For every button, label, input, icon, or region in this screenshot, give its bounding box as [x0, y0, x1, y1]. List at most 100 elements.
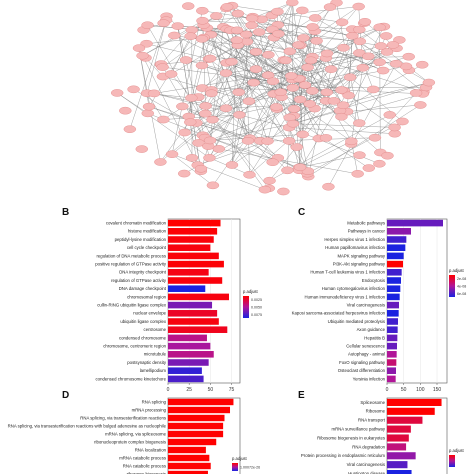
network-edge [314, 53, 328, 109]
network-edge [293, 123, 395, 128]
network-node [195, 61, 209, 70]
network-edge [142, 55, 198, 166]
network-edge [255, 68, 306, 86]
network-node [136, 51, 149, 60]
bar [168, 367, 202, 374]
bar [387, 375, 396, 383]
bar [387, 326, 398, 333]
network-node [203, 54, 217, 63]
network-node [286, 119, 300, 128]
legend-label: 1.00072e-26 [240, 466, 260, 470]
network-node [402, 52, 415, 61]
network-node [356, 63, 369, 72]
network-node [178, 169, 191, 178]
network-node [243, 170, 256, 179]
network-node [281, 166, 294, 175]
network-node [261, 137, 274, 145]
network-node [353, 151, 366, 159]
network-edge [281, 97, 300, 168]
category-label: DNA damage checkpoint [119, 286, 167, 291]
network-node [337, 43, 350, 52]
network-node [252, 28, 266, 36]
network-node [353, 119, 366, 127]
network-edge [252, 16, 353, 37]
network-nodes [110, 0, 436, 196]
category-label: postsynaptic density [127, 360, 167, 365]
network-edge [368, 26, 385, 57]
network-node [258, 185, 272, 194]
network-node [301, 63, 314, 72]
network-edge [146, 20, 167, 94]
network-node [386, 41, 400, 49]
category-label: mRNA surveillance pathway [332, 427, 386, 432]
network-edge [184, 79, 293, 133]
bar [168, 446, 206, 454]
network-edge [171, 73, 206, 114]
network-edge [298, 78, 342, 91]
network-edge [308, 69, 332, 177]
network-edge [129, 20, 167, 130]
category-label: regulation of GTPase activity [111, 278, 167, 283]
network-node [324, 65, 338, 73]
network-node [368, 133, 382, 142]
category-label: regulation of DNA metabolic process [96, 253, 166, 258]
network-edge [292, 87, 301, 168]
category-label: Viral carcinogenesis [347, 462, 385, 467]
bar [387, 351, 397, 358]
category-label: RNA transport [358, 418, 386, 423]
bar [387, 398, 442, 406]
category-label: mRNA splicing, via spliceosome [105, 431, 167, 436]
network-node [409, 89, 423, 97]
network-node [185, 94, 198, 102]
network-edge [146, 93, 164, 120]
category-label: Huntington disease [348, 471, 385, 474]
network-node [352, 2, 365, 11]
network-node [240, 30, 253, 39]
network-edge [210, 34, 249, 141]
network-node [157, 19, 170, 27]
network-edge [117, 92, 210, 159]
bar [168, 342, 211, 350]
network-node [147, 89, 161, 98]
bar [168, 244, 211, 251]
bar [387, 334, 398, 342]
network-node [241, 137, 255, 145]
bar [387, 342, 397, 350]
network-node [293, 163, 307, 172]
bar [168, 318, 219, 325]
network-edge [307, 67, 352, 142]
network-node [132, 44, 146, 52]
network-node [206, 115, 219, 124]
legend-title: p.adjust [232, 456, 248, 461]
network-edge [225, 72, 297, 148]
network-node [184, 32, 197, 40]
category-label: Autophagy - animal [348, 352, 385, 357]
network-node [230, 36, 244, 44]
category-label: nuclear envelope [133, 311, 166, 316]
network-edge [307, 121, 403, 174]
network-edge [307, 67, 342, 91]
category-label: chromosomal region [127, 294, 167, 299]
bar [387, 260, 403, 268]
network-node [219, 104, 233, 113]
network-node [335, 112, 348, 121]
category-label: chromosome, centromeric region [103, 344, 166, 349]
network-node [230, 26, 244, 35]
bar [168, 462, 211, 470]
network-node [335, 18, 349, 27]
category-label: Ribosome [366, 409, 386, 414]
network-node [203, 154, 216, 162]
bar [168, 454, 210, 462]
bar [387, 367, 396, 374]
network-node [323, 3, 337, 11]
network-node [283, 47, 296, 56]
network-edge [299, 26, 313, 168]
network-edge [303, 37, 328, 93]
category-label: Herpes simplex virus 1 infection [324, 237, 385, 242]
x-tick-label: 150 [433, 387, 442, 393]
network-node [327, 97, 341, 105]
category-label: Cellular senescence [346, 344, 385, 349]
bar [387, 407, 435, 415]
bar [387, 434, 409, 442]
